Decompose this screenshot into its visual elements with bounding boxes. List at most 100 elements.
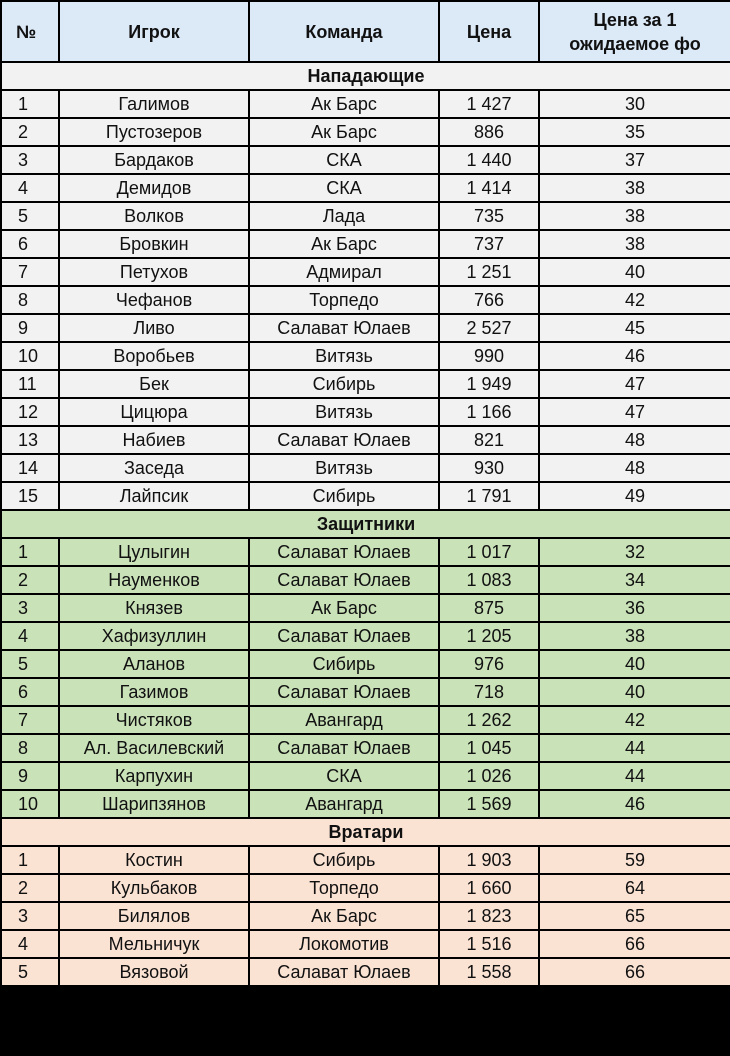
cell-rank: 1 bbox=[0, 89, 60, 119]
cell-rank: 12 bbox=[0, 397, 60, 427]
table-row: 6 Газимов Салават Юлаев 718 40 bbox=[0, 677, 730, 707]
header-price-per-fp-line2: ожидаемое фо bbox=[569, 33, 701, 54]
cell-rank: 7 bbox=[0, 705, 60, 735]
table-row: 10 Шарипзянов Авангард 1 569 46 bbox=[0, 789, 730, 819]
cell-price-per-fp: 30 bbox=[538, 89, 730, 119]
cell-price: 990 bbox=[438, 341, 540, 371]
table-row: 11 Бек Сибирь 1 949 47 bbox=[0, 369, 730, 399]
table-row: 3 Билялов Ак Барс 1 823 65 bbox=[0, 901, 730, 931]
cell-rank: 15 bbox=[0, 481, 60, 511]
header-price: Цена bbox=[438, 0, 540, 63]
cell-price-per-fp: 42 bbox=[538, 285, 730, 315]
cell-price: 1 660 bbox=[438, 873, 540, 903]
cell-team: Ак Барс bbox=[248, 901, 440, 931]
cell-player: Лайпсик bbox=[58, 481, 250, 511]
cell-player: Бровкин bbox=[58, 229, 250, 259]
players-table: № Игрок Команда Цена Цена за 1 ожидаемое … bbox=[0, 0, 730, 987]
table-row: 12 Цицюра Витязь 1 166 47 bbox=[0, 397, 730, 427]
table-row: 4 Хафизуллин Салават Юлаев 1 205 38 bbox=[0, 621, 730, 651]
cell-price-per-fp: 44 bbox=[538, 761, 730, 791]
table-row: 3 Князев Ак Барс 875 36 bbox=[0, 593, 730, 623]
cell-team: Ак Барс bbox=[248, 229, 440, 259]
table-row: 8 Ал. Василевский Салават Юлаев 1 045 44 bbox=[0, 733, 730, 763]
cell-price: 1 903 bbox=[438, 845, 540, 875]
cell-price: 886 bbox=[438, 117, 540, 147]
header-row: № Игрок Команда Цена Цена за 1 ожидаемое … bbox=[0, 0, 730, 63]
cell-price-per-fp: 47 bbox=[538, 369, 730, 399]
cell-player: Чефанов bbox=[58, 285, 250, 315]
cell-price-per-fp: 64 bbox=[538, 873, 730, 903]
cell-rank: 14 bbox=[0, 453, 60, 483]
cell-price: 1 017 bbox=[438, 537, 540, 567]
cell-team: Торпедо bbox=[248, 873, 440, 903]
cell-team: Адмирал bbox=[248, 257, 440, 287]
cell-price: 875 bbox=[438, 593, 540, 623]
cell-price-per-fp: 32 bbox=[538, 537, 730, 567]
cell-price: 1 262 bbox=[438, 705, 540, 735]
cell-rank: 9 bbox=[0, 761, 60, 791]
section-header-row: Нападающие bbox=[0, 61, 730, 91]
cell-rank: 6 bbox=[0, 677, 60, 707]
cell-team: Сибирь bbox=[248, 649, 440, 679]
cell-price-per-fp: 37 bbox=[538, 145, 730, 175]
table-row: 15 Лайпсик Сибирь 1 791 49 bbox=[0, 481, 730, 511]
cell-price-per-fp: 44 bbox=[538, 733, 730, 763]
cell-price: 1 569 bbox=[438, 789, 540, 819]
table-row: 5 Вязовой Салават Юлаев 1 558 66 bbox=[0, 957, 730, 987]
cell-price-per-fp: 40 bbox=[538, 677, 730, 707]
table-row: 3 Бардаков СКА 1 440 37 bbox=[0, 145, 730, 175]
cell-player: Мельничук bbox=[58, 929, 250, 959]
cell-price: 1 251 bbox=[438, 257, 540, 287]
cell-player: Волков bbox=[58, 201, 250, 231]
cell-price: 1 791 bbox=[438, 481, 540, 511]
cell-price-per-fp: 38 bbox=[538, 621, 730, 651]
table-row: 1 Галимов Ак Барс 1 427 30 bbox=[0, 89, 730, 119]
cell-team: Салават Юлаев bbox=[248, 677, 440, 707]
cell-price-per-fp: 34 bbox=[538, 565, 730, 595]
header-price-per-fp: Цена за 1 ожидаемое фо bbox=[538, 0, 730, 63]
cell-rank: 3 bbox=[0, 145, 60, 175]
cell-price-per-fp: 42 bbox=[538, 705, 730, 735]
cell-price-per-fp: 36 bbox=[538, 593, 730, 623]
header-price-per-fp-line1: Цена за 1 bbox=[593, 9, 677, 30]
cell-player: Аланов bbox=[58, 649, 250, 679]
cell-player: Чистяков bbox=[58, 705, 250, 735]
cell-team: Авангард bbox=[248, 705, 440, 735]
cell-team: Лада bbox=[248, 201, 440, 231]
cell-player: Ливо bbox=[58, 313, 250, 343]
cell-rank: 4 bbox=[0, 929, 60, 959]
cell-player: Пустозеров bbox=[58, 117, 250, 147]
cell-team: Торпедо bbox=[248, 285, 440, 315]
cell-team: СКА bbox=[248, 173, 440, 203]
cell-rank: 4 bbox=[0, 621, 60, 651]
cell-rank: 13 bbox=[0, 425, 60, 455]
cell-team: Салават Юлаев bbox=[248, 733, 440, 763]
cell-player: Галимов bbox=[58, 89, 250, 119]
table-body: Нападающие 1 Галимов Ак Барс 1 427 30 2 Пустозе… bbox=[0, 61, 730, 987]
cell-player: Газимов bbox=[58, 677, 250, 707]
cell-price: 976 bbox=[438, 649, 540, 679]
cell-price: 1 045 bbox=[438, 733, 540, 763]
cell-price-per-fp: 65 bbox=[538, 901, 730, 931]
table-row: 1 Костин Сибирь 1 903 59 bbox=[0, 845, 730, 875]
cell-player: Демидов bbox=[58, 173, 250, 203]
cell-player: Набиев bbox=[58, 425, 250, 455]
cell-team: Локомотив bbox=[248, 929, 440, 959]
cell-price-per-fp: 40 bbox=[538, 649, 730, 679]
table-row: 9 Ливо Салават Юлаев 2 527 45 bbox=[0, 313, 730, 343]
cell-price-per-fp: 59 bbox=[538, 845, 730, 875]
cell-team: Витязь bbox=[248, 453, 440, 483]
cell-rank: 3 bbox=[0, 593, 60, 623]
cell-player: Петухов bbox=[58, 257, 250, 287]
cell-price: 1 440 bbox=[438, 145, 540, 175]
section-title: Вратари bbox=[0, 817, 730, 847]
table-row: 1 Цулыгин Салават Юлаев 1 017 32 bbox=[0, 537, 730, 567]
cell-rank: 8 bbox=[0, 733, 60, 763]
cell-price-per-fp: 46 bbox=[538, 341, 730, 371]
cell-rank: 5 bbox=[0, 649, 60, 679]
cell-player: Хафизуллин bbox=[58, 621, 250, 651]
cell-price: 930 bbox=[438, 453, 540, 483]
cell-team: Салават Юлаев bbox=[248, 537, 440, 567]
cell-team: Салават Юлаев bbox=[248, 621, 440, 651]
cell-team: Салават Юлаев bbox=[248, 425, 440, 455]
